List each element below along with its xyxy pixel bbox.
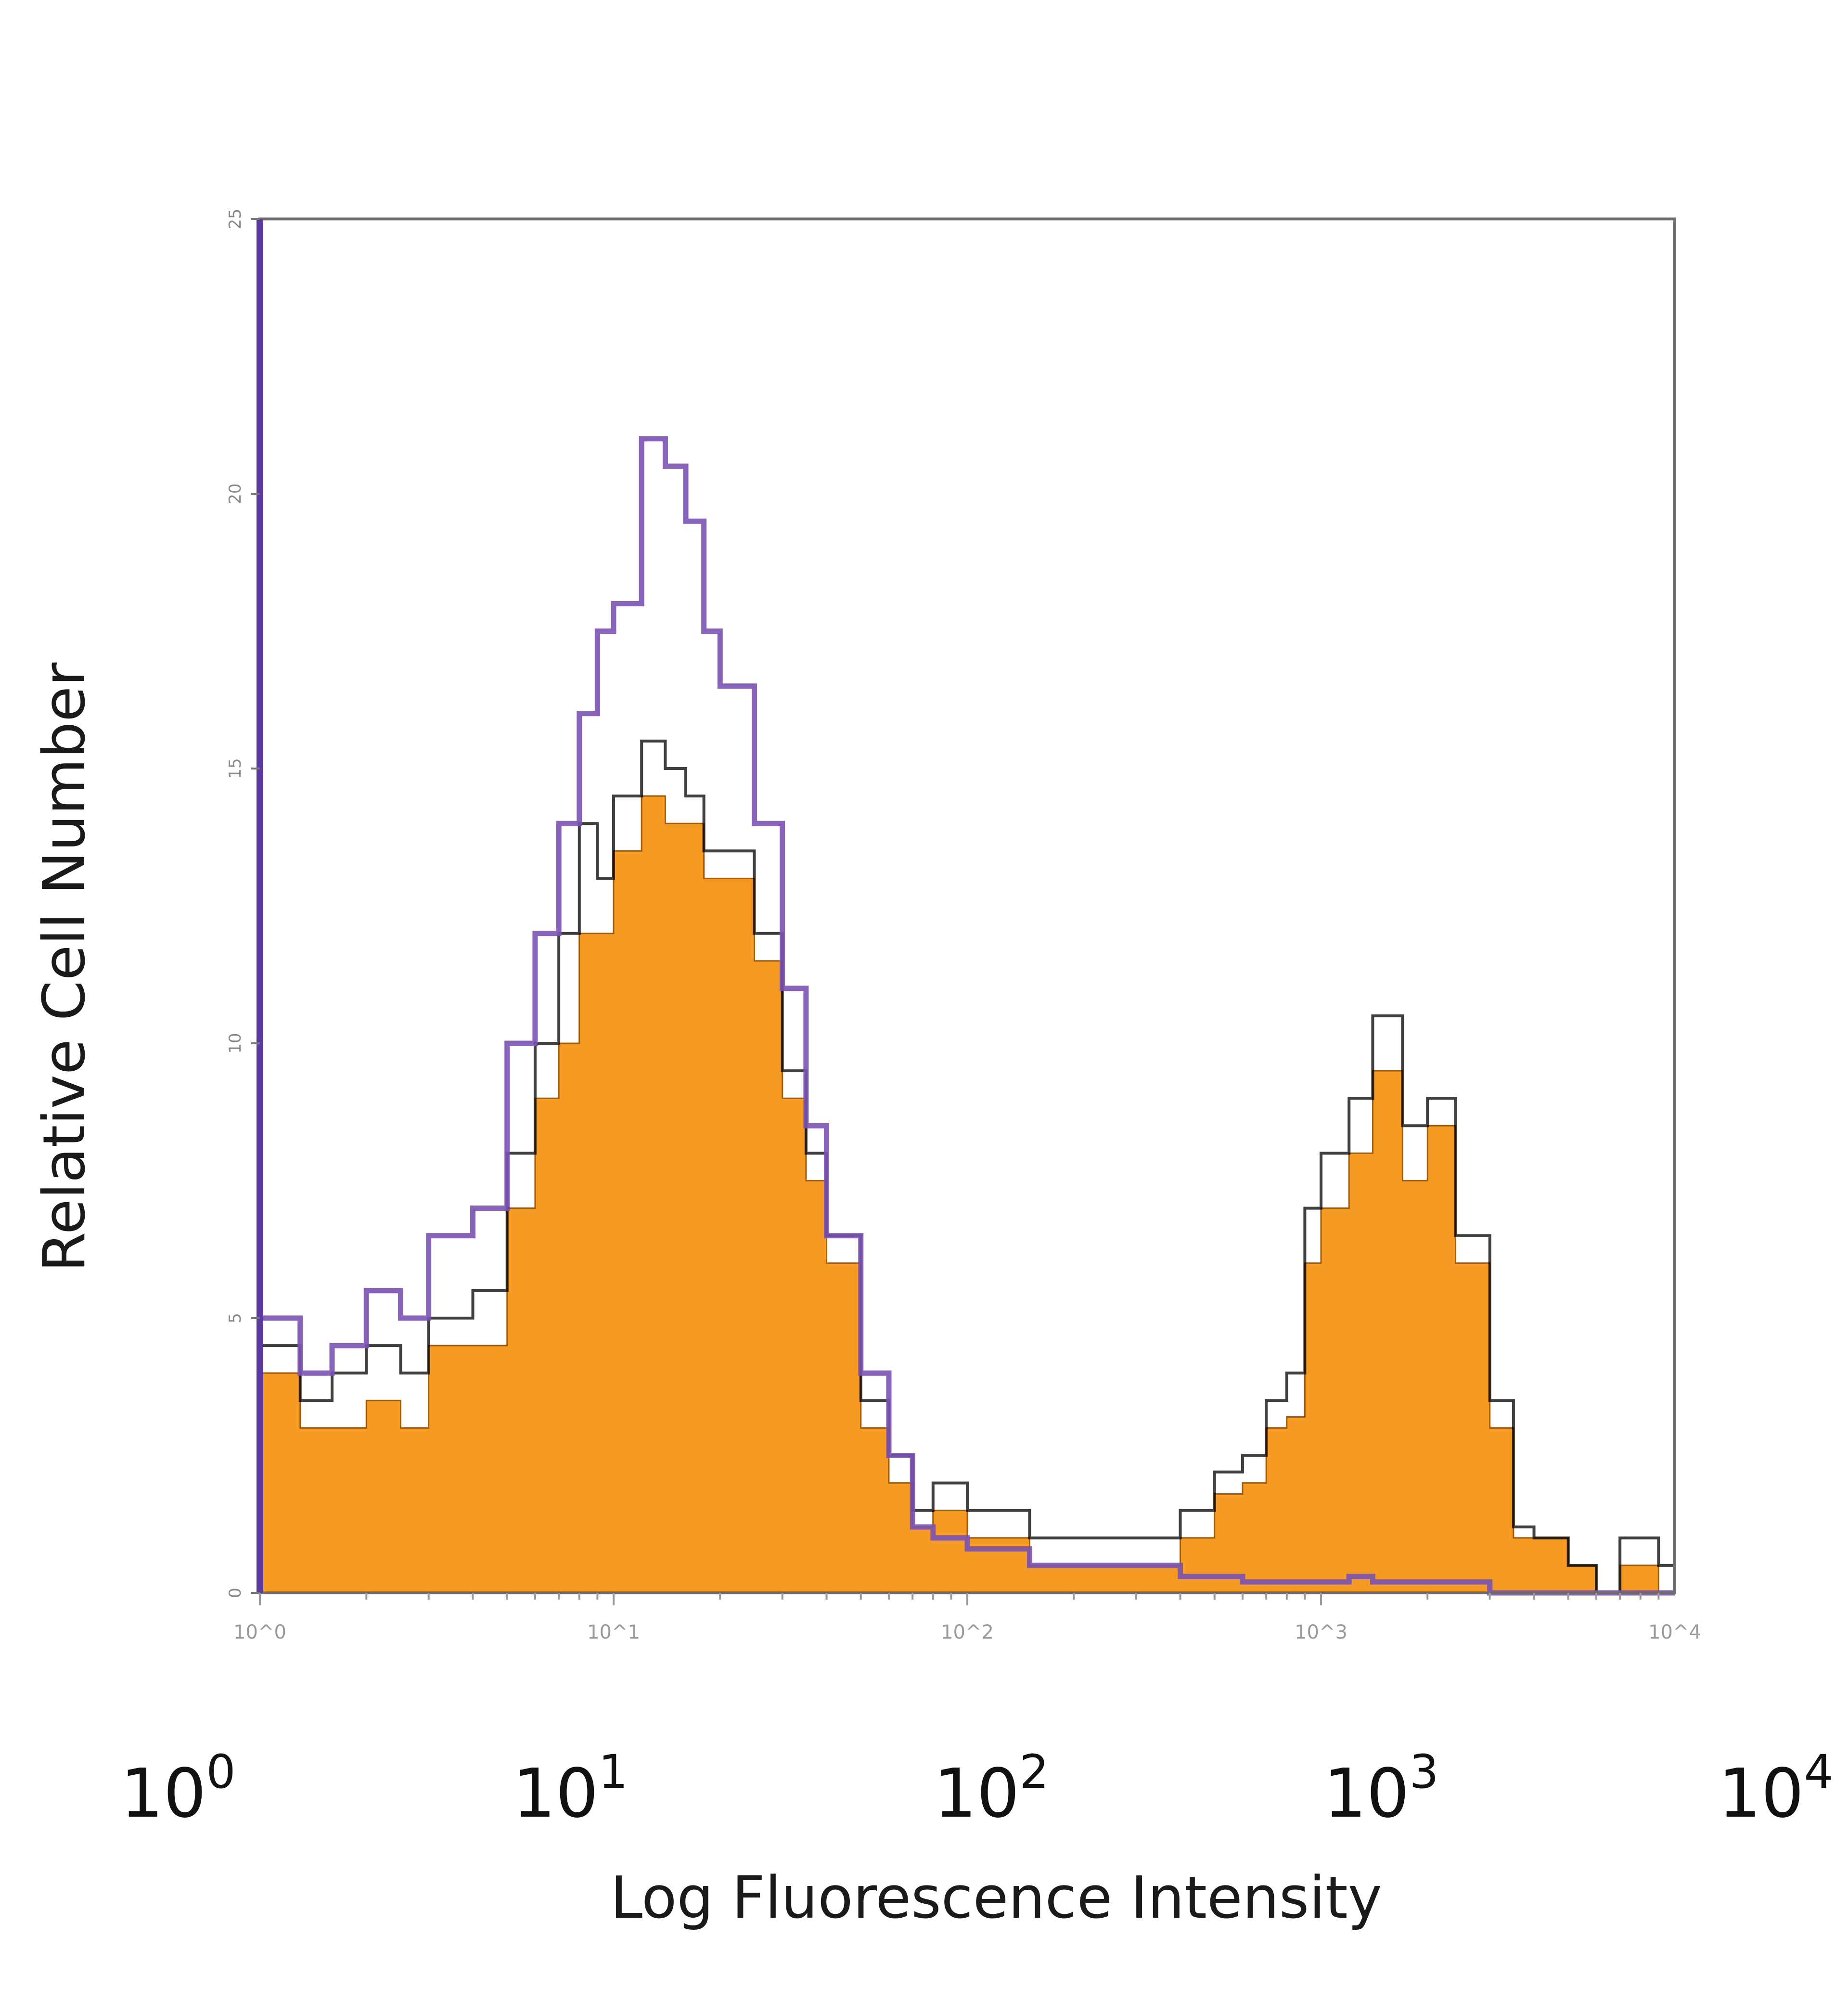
y-tick-layer: 0 5 10 15 20 25 (226, 208, 260, 1598)
y-tick-label-5: 25 (226, 208, 245, 229)
y-tick-label-0: 0 (226, 1588, 245, 1598)
x-small-tick-label-0: 10^0 (233, 1621, 286, 1643)
x-axis-label: Log Fluorescence Intensity (610, 1865, 1382, 1932)
x-tick-label-2: 102 (934, 1745, 1049, 1833)
series-0-filled-area (259, 795, 1675, 1594)
plot-layer (259, 436, 1676, 1596)
x-tick-label-0: 100 (120, 1745, 235, 1833)
y-tick-label-3: 15 (226, 758, 245, 779)
y-tick-label-1: 5 (226, 1313, 245, 1323)
x-tick-label-3: 103 (1323, 1745, 1438, 1833)
x-tick-label-4: 104 (1718, 1745, 1833, 1833)
x-small-tick-label-1: 10^1 (587, 1621, 640, 1643)
y-tick-label-2: 10 (226, 1033, 245, 1053)
y-axis-label: Relative Cell Number (31, 662, 98, 1272)
x-small-tick-label-3: 10^3 (1295, 1621, 1348, 1643)
x-tick-layer: 100 101 102 103 104 (120, 1745, 1833, 1833)
x-small-tick-label-2: 10^2 (941, 1621, 994, 1643)
x-small-tick-label-4: 10^4 (1648, 1621, 1701, 1643)
y-tick-label-4: 20 (226, 483, 245, 504)
x-tick-label-1: 101 (513, 1745, 628, 1833)
small-x-tick-layer: 10^0 10^1 10^2 10^3 10^4 (233, 1593, 1701, 1643)
series-2-outline (260, 436, 1675, 1596)
